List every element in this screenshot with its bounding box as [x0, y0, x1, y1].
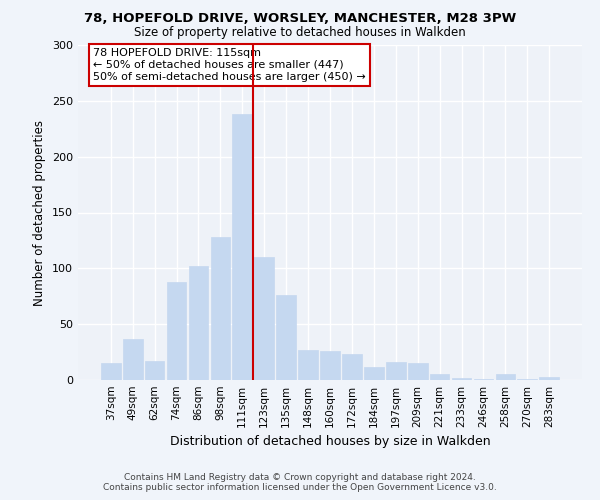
Bar [276, 295, 296, 380]
Bar [298, 350, 318, 380]
Bar [496, 374, 515, 380]
Bar [539, 376, 559, 380]
Bar [342, 354, 362, 380]
X-axis label: Distribution of detached houses by size in Walkden: Distribution of detached houses by size … [170, 436, 490, 448]
Bar [320, 351, 340, 380]
Bar [232, 114, 252, 380]
Bar [101, 363, 121, 380]
Y-axis label: Number of detached properties: Number of detached properties [34, 120, 46, 306]
Text: Size of property relative to detached houses in Walkden: Size of property relative to detached ho… [134, 26, 466, 39]
Bar [473, 379, 493, 380]
Bar [430, 374, 449, 380]
Bar [452, 378, 472, 380]
Text: 78 HOPEFOLD DRIVE: 115sqm
← 50% of detached houses are smaller (447)
50% of semi: 78 HOPEFOLD DRIVE: 115sqm ← 50% of detac… [93, 48, 366, 82]
Bar [386, 362, 406, 380]
Bar [188, 266, 208, 380]
Bar [167, 282, 187, 380]
Bar [123, 338, 143, 380]
Text: 78, HOPEFOLD DRIVE, WORSLEY, MANCHESTER, M28 3PW: 78, HOPEFOLD DRIVE, WORSLEY, MANCHESTER,… [84, 12, 516, 26]
Bar [408, 363, 428, 380]
Bar [364, 366, 384, 380]
Bar [254, 257, 274, 380]
Text: Contains HM Land Registry data © Crown copyright and database right 2024.
Contai: Contains HM Land Registry data © Crown c… [103, 473, 497, 492]
Bar [517, 379, 537, 380]
Bar [145, 361, 164, 380]
Bar [211, 237, 230, 380]
